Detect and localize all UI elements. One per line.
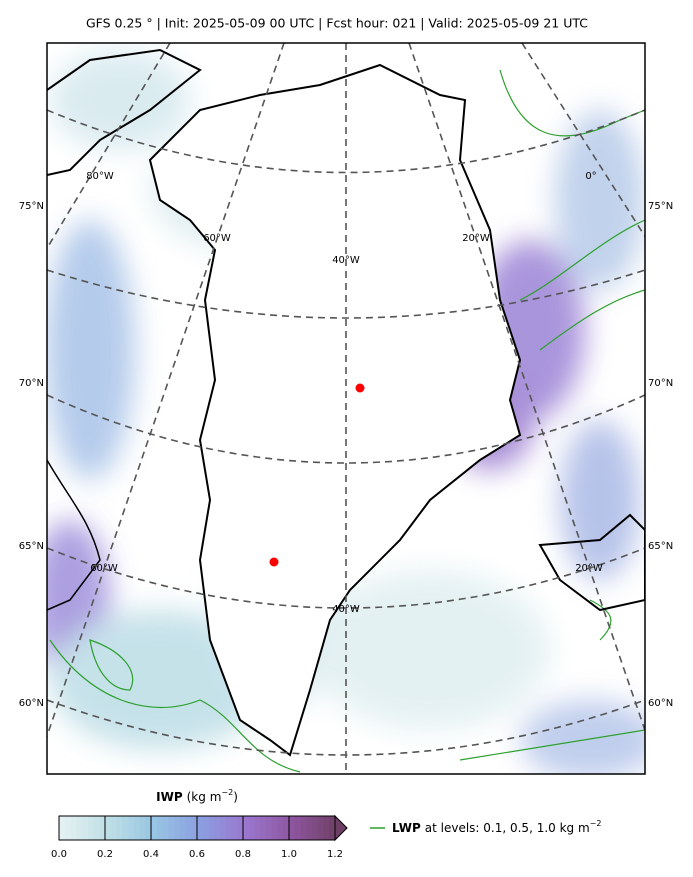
lat-label: 70°N: [648, 378, 673, 389]
text-part: LWP: [392, 821, 421, 835]
colorbar-segment: [145, 816, 152, 840]
colorbar-segment: [271, 816, 278, 840]
lat-label: 65°N: [19, 541, 44, 552]
colorbar-segment: [260, 816, 267, 840]
colorbar-tick-label: 0.2: [97, 849, 113, 860]
colorbar-segment: [128, 816, 135, 840]
colorbar-segment: [329, 816, 336, 840]
lon-label: 20°W: [575, 563, 603, 574]
colorbar-segment: [162, 816, 169, 840]
colorbar-segment: [323, 816, 330, 840]
map: [47, 43, 645, 774]
colorbar-tick-label: 0.6: [189, 849, 205, 860]
lon-label: 40°W: [332, 604, 360, 615]
graticule: [47, 43, 645, 774]
iceland-coast: [538, 513, 645, 612]
greenland-coast: [148, 63, 522, 757]
colorbar-segment: [105, 816, 112, 840]
colorbar-segment: [306, 816, 313, 840]
colorbar-segment: [116, 816, 123, 840]
legend-text: LWP at levels: 0.1, 0.5, 1.0 kg m−2: [392, 819, 601, 835]
colorbar-segment: [191, 816, 198, 840]
colorbar-segment: [64, 816, 71, 840]
colorbar-segment: [139, 816, 146, 840]
colorbar-segment: [248, 816, 255, 840]
colorbar-segment: [156, 816, 163, 840]
colorbar-segment: [220, 816, 227, 840]
colorbar-segment: [151, 816, 158, 840]
colorbar-tick-label: 0.8: [235, 849, 251, 860]
colorbar-segment: [179, 816, 186, 840]
text-part: IWP: [156, 790, 183, 804]
lat-label: 60°N: [19, 698, 44, 709]
lat-label: 75°N: [19, 201, 44, 212]
colorbar-segment: [168, 816, 175, 840]
colorbar-segment: [202, 816, 209, 840]
lon-label: 0°: [585, 171, 596, 182]
colorbar-label: IWP (kg m−2): [156, 788, 238, 804]
colorbar-segment: [93, 816, 100, 840]
colorbar-segment: [231, 816, 238, 840]
colorbar-segment: [174, 816, 181, 840]
lon-label: 40°W: [332, 255, 360, 266]
colorbar-extend: [334, 814, 348, 842]
colorbar-segment: [300, 816, 307, 840]
colorbar-segment: [185, 816, 192, 840]
colorbar-segment: [237, 816, 244, 840]
lon-label: 60°W: [90, 563, 118, 574]
lon-label: 80°W: [86, 171, 114, 182]
colorbar-tick-label: 0.4: [143, 849, 159, 860]
marker: [355, 383, 365, 393]
colorbar-segment: [266, 816, 273, 840]
colorbar-segment: [208, 816, 215, 840]
text-part: at levels: 0.1, 0.5, 1.0 kg m: [425, 821, 590, 835]
lat-label: 75°N: [648, 201, 673, 212]
colorbar-segment: [225, 816, 232, 840]
map-frame: [46, 42, 646, 775]
colorbar-segment: [133, 816, 140, 840]
colorbar-tick-label: 1.2: [327, 849, 343, 860]
colorbar-segment: [82, 816, 89, 840]
colorbar-segment: [277, 816, 284, 840]
ellesmere-coast: [47, 48, 202, 176]
colorbar-segment: [254, 816, 261, 840]
colorbar-segment: [70, 816, 77, 840]
colorbar-segment: [197, 816, 204, 840]
lon-label: 60°W: [203, 233, 231, 244]
baffin-coast: [47, 459, 101, 611]
colorbar-segment: [76, 816, 83, 840]
lat-label: 65°N: [648, 541, 673, 552]
colorbar-tick-label: 1.0: [281, 849, 297, 860]
colorbar-segment: [59, 816, 66, 840]
lat-label: 70°N: [19, 378, 44, 389]
colorbar-segment: [312, 816, 319, 840]
lat-label: 60°N: [648, 698, 673, 709]
title: GFS 0.25 ° | Init: 2025-05-09 00 UTC | F…: [86, 16, 588, 31]
text-part: −2: [590, 819, 602, 828]
colorbar-segment: [283, 816, 290, 840]
colorbar-segment: [87, 816, 94, 840]
colorbar-segment: [317, 816, 324, 840]
lon-label: 20°W: [462, 233, 490, 244]
colorbar-segment: [294, 816, 301, 840]
colorbar-segment: [122, 816, 129, 840]
colorbar-segment: [214, 816, 221, 840]
colorbar-segment: [99, 816, 106, 840]
marker: [269, 557, 279, 567]
colorbar-tick-label: 0.0: [51, 849, 67, 860]
text-part: (kg m: [187, 790, 222, 804]
colorbar-segment: [243, 816, 250, 840]
colorbar-segment: [289, 816, 296, 840]
lwp-contours: [49, 69, 645, 773]
text-part: −2: [221, 788, 233, 797]
colorbar-segment: [110, 816, 117, 840]
text-part: ): [233, 790, 238, 804]
